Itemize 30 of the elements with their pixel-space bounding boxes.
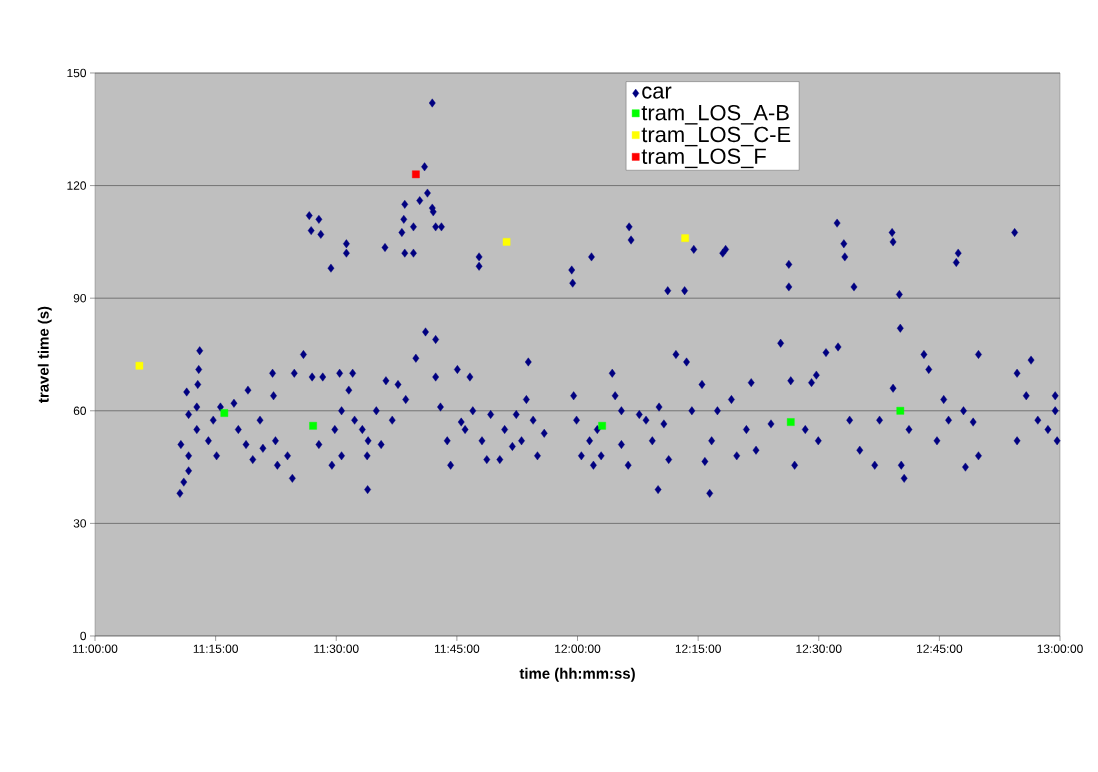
point [412,170,420,179]
point [681,234,689,242]
y-tick-label: 0 [80,631,87,641]
legend-label: tram_LOS_A-B [641,104,789,125]
x-tick-label: 12:45:00 [917,644,963,653]
legend-label: tram_LOS_C-E [641,126,791,147]
x-tick-label: 11:00:00 [73,644,118,653]
x-tick-label: 11:30:00 [314,644,359,653]
x-tick-label: 13:00:00 [1037,644,1083,653]
x-tick-label: 11:45:00 [434,644,480,653]
y-tick-label: 90 [73,293,87,303]
x-axis-title: time (hh:mm:ss) [519,667,635,682]
point [309,422,317,430]
y-axis-title: travel time (s) [37,306,52,403]
x-tick-label: 12:00:00 [555,644,601,653]
point [220,409,229,417]
point [786,418,795,426]
point [598,422,606,430]
point [502,238,511,246]
x-tick-label: 12:30:00 [796,644,842,653]
y-tick-label: 30 [73,519,87,528]
legend-label: car [642,86,672,99]
x-tick-label: 12:15:00 [675,644,721,653]
legend-label: tram_LOS_F [641,148,766,169]
y-tick-label: 120 [67,181,87,190]
x-tick-label: 11:15:00 [193,644,238,653]
y-tick-label: 60 [73,406,87,416]
point [896,406,905,415]
y-tick-label: 150 [67,68,87,78]
point [135,361,144,370]
